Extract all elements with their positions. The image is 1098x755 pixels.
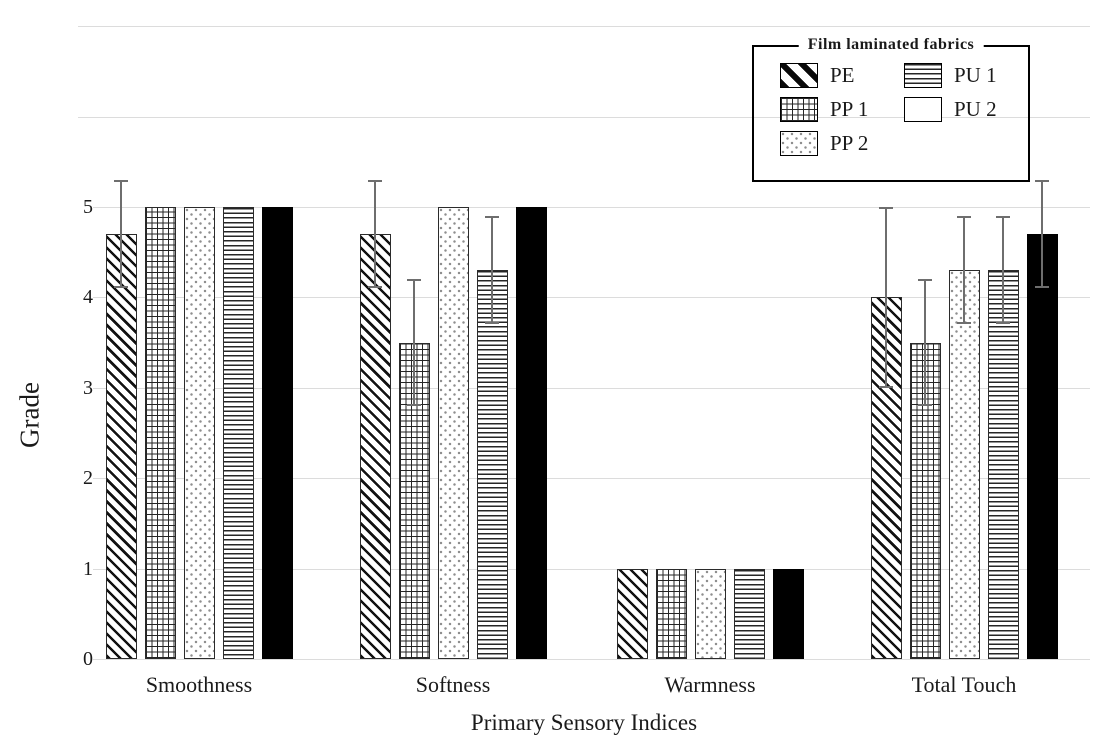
error-bar-cap-bot (996, 322, 1010, 324)
gridline-3 (78, 388, 1090, 389)
error-bar-pe-smoothness (114, 180, 128, 288)
error-bar-cap-top (114, 180, 128, 182)
y-tick-label-3: 3 (41, 375, 93, 401)
error-bar-line (885, 207, 887, 388)
error-bar-cap-bot (407, 404, 421, 406)
error-bar-cap-bot (879, 386, 893, 388)
error-bar-line (120, 180, 122, 288)
x-axis-title: Primary Sensory Indices (470, 710, 698, 735)
y-tick-label-4: 4 (41, 284, 93, 310)
error-bar-cap-bot (485, 322, 499, 324)
y-tick-label-5: 5 (41, 194, 93, 220)
error-bar-cap-top (957, 216, 971, 218)
gridline-7 (78, 26, 1090, 27)
y-tick-label-0: 0 (41, 646, 93, 672)
error-bar-cap-top (368, 180, 382, 182)
bar-pu-1-total-touch (987, 270, 1019, 659)
bar-pu-1-softness (476, 270, 508, 659)
gridline-5 (78, 207, 1090, 208)
error-bar-cap-top (485, 216, 499, 218)
error-bar-line (924, 279, 926, 406)
bar-pu-1-smoothness (222, 207, 254, 659)
gridline-6 (78, 117, 1090, 118)
legend-title: Film laminated fabrics (798, 36, 984, 54)
error-bar-cap-bot (368, 286, 382, 288)
error-bar-pu-2-total-touch (1035, 180, 1049, 288)
bar-pp-1-softness (398, 343, 430, 659)
bar-pp-2-total-touch (948, 270, 980, 659)
bar-pp-2-smoothness (183, 207, 215, 659)
bar-pu-2-smoothness (261, 207, 293, 659)
error-bar-line (1041, 180, 1043, 288)
error-bar-line (374, 180, 376, 288)
bar-pu-2-total-touch (1026, 234, 1058, 659)
bar-pp-2-softness (437, 207, 469, 659)
bar-pp-1-smoothness (144, 207, 176, 659)
bar-pp-2-warmness (694, 569, 726, 659)
legend-swatch-pp-1 (780, 97, 818, 122)
legend-label-pu-1: PU 1 (954, 63, 997, 87)
bar-pp-1-warmness (655, 569, 687, 659)
category-label-smoothness: Smoothness (145, 672, 253, 697)
bar-pe-softness (359, 234, 391, 659)
legend-swatch-pu-1 (904, 63, 942, 88)
bar-pe-smoothness (105, 234, 137, 659)
error-bar-line (963, 216, 965, 324)
bar-pu-2-warmness (772, 569, 804, 659)
bar-pu-2-softness (515, 207, 547, 659)
error-bar-cap-bot (114, 286, 128, 288)
error-bar-pp-1-softness (407, 279, 421, 406)
bar-pe-warmness (616, 569, 648, 659)
bar-pu-1-warmness (733, 569, 765, 659)
gridline-1 (78, 569, 1090, 570)
error-bar-pp-1-total-touch (918, 279, 932, 406)
error-bar-cap-top (407, 279, 421, 281)
error-bar-cap-top (996, 216, 1010, 218)
legend-label-pp-2: PP 2 (830, 131, 869, 155)
error-bar-cap-bot (1035, 286, 1049, 288)
y-tick-label-1: 1 (41, 556, 93, 582)
error-bar-line (413, 279, 415, 406)
gridline-2 (78, 478, 1090, 479)
error-bar-pe-softness (368, 180, 382, 288)
error-bar-pe-total-touch (879, 207, 893, 388)
category-label-warmness: Warmness (664, 672, 756, 697)
error-bar-line (491, 216, 493, 324)
legend-swatch-pe (780, 63, 818, 88)
error-bar-cap-top (1035, 180, 1049, 182)
gridline-0 (78, 659, 1090, 660)
gridline-4 (78, 297, 1090, 298)
error-bar-cap-bot (957, 322, 971, 324)
error-bar-pu-1-total-touch (996, 216, 1010, 324)
error-bar-pu-1-softness (485, 216, 499, 324)
error-bar-pp-2-total-touch (957, 216, 971, 324)
error-bar-line (1002, 216, 1004, 324)
legend-box: Film laminated fabrics PE PP 1 PP 2 PU 1 PU … (752, 36, 1030, 182)
legend-swatch-pu-2 (904, 97, 942, 122)
legend-label-pp-1: PP 1 (830, 97, 869, 121)
category-label-softness: Softness (415, 672, 491, 697)
category-label-total-touch: Total Touch (911, 672, 1017, 697)
error-bar-cap-bot (918, 404, 932, 406)
legend-swatch-pp-2 (780, 131, 818, 156)
error-bar-cap-top (918, 279, 932, 281)
y-tick-label-2: 2 (41, 465, 93, 491)
legend-label-pu-2: PU 2 (954, 97, 997, 121)
error-bar-cap-top (879, 207, 893, 209)
legend-label-pe: PE (830, 63, 855, 87)
